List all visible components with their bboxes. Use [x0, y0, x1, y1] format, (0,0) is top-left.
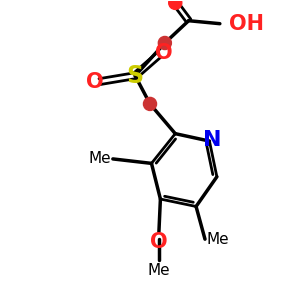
Text: O: O [154, 44, 172, 63]
Text: Me: Me [89, 152, 111, 166]
Circle shape [143, 98, 157, 110]
Circle shape [158, 37, 171, 50]
Text: O: O [86, 72, 104, 92]
Circle shape [169, 0, 182, 9]
Text: Me: Me [148, 263, 170, 278]
Text: O: O [149, 232, 167, 252]
Text: S: S [127, 64, 144, 88]
Text: Me: Me [206, 232, 229, 247]
Text: OH: OH [229, 14, 264, 34]
Text: N: N [203, 130, 222, 150]
